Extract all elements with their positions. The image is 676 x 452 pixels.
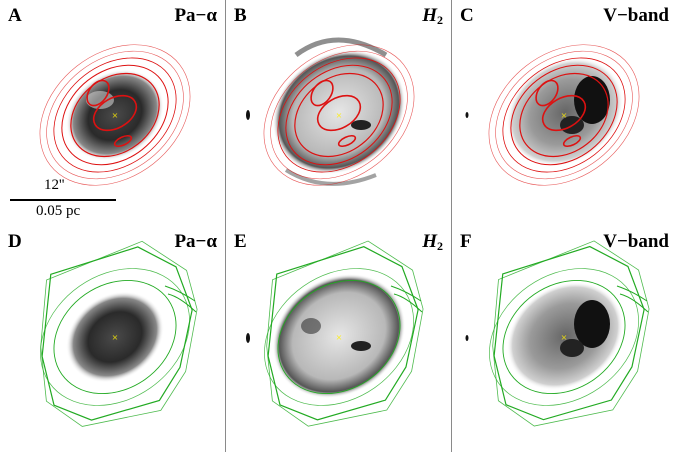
green-contours [40, 240, 198, 427]
h2-image: × [246, 240, 424, 427]
panel-label: F [460, 231, 472, 252]
panel-label: E [234, 231, 247, 252]
pa-alpha-image: × [39, 44, 191, 186]
svg-text:×: × [336, 110, 342, 122]
panel-d: × D Pa−α [0, 226, 225, 452]
filter-label: H2 [422, 231, 443, 253]
panel-label: B [234, 5, 247, 26]
filter-label: V−band [603, 231, 669, 252]
scale-angular: 12'' [44, 177, 65, 193]
svg-text:×: × [561, 110, 567, 122]
filter-label: Pa−α [174, 5, 217, 26]
svg-text:×: × [336, 332, 342, 344]
pa-alpha-image: × [40, 240, 198, 427]
v-band-image: × [465, 240, 650, 427]
panel-a: × A Pa−α 12'' 0.05 pc [0, 0, 225, 226]
panel-label: A [8, 5, 22, 26]
panel-e: × E H2 [226, 226, 451, 452]
filter-label: Pa−α [174, 231, 217, 252]
scale-physical: 0.05 pc [36, 203, 81, 219]
panel-f: × F V−band [452, 226, 676, 452]
panel-b: × B H2 [226, 0, 451, 226]
svg-text:×: × [561, 332, 567, 344]
v-band-image: × [465, 44, 640, 186]
filter-label: V−band [603, 5, 669, 26]
h2-image: × [246, 37, 415, 186]
divider [225, 0, 226, 452]
red-contours [39, 44, 191, 186]
center-marker: × [112, 110, 118, 122]
panel-label: D [8, 231, 22, 252]
filter-label: H2 [422, 5, 443, 27]
panel-label: C [460, 5, 474, 26]
scale-bar [10, 199, 116, 201]
divider [451, 0, 452, 452]
panel-c: × C V−band [452, 0, 676, 226]
svg-text:×: × [112, 332, 118, 344]
